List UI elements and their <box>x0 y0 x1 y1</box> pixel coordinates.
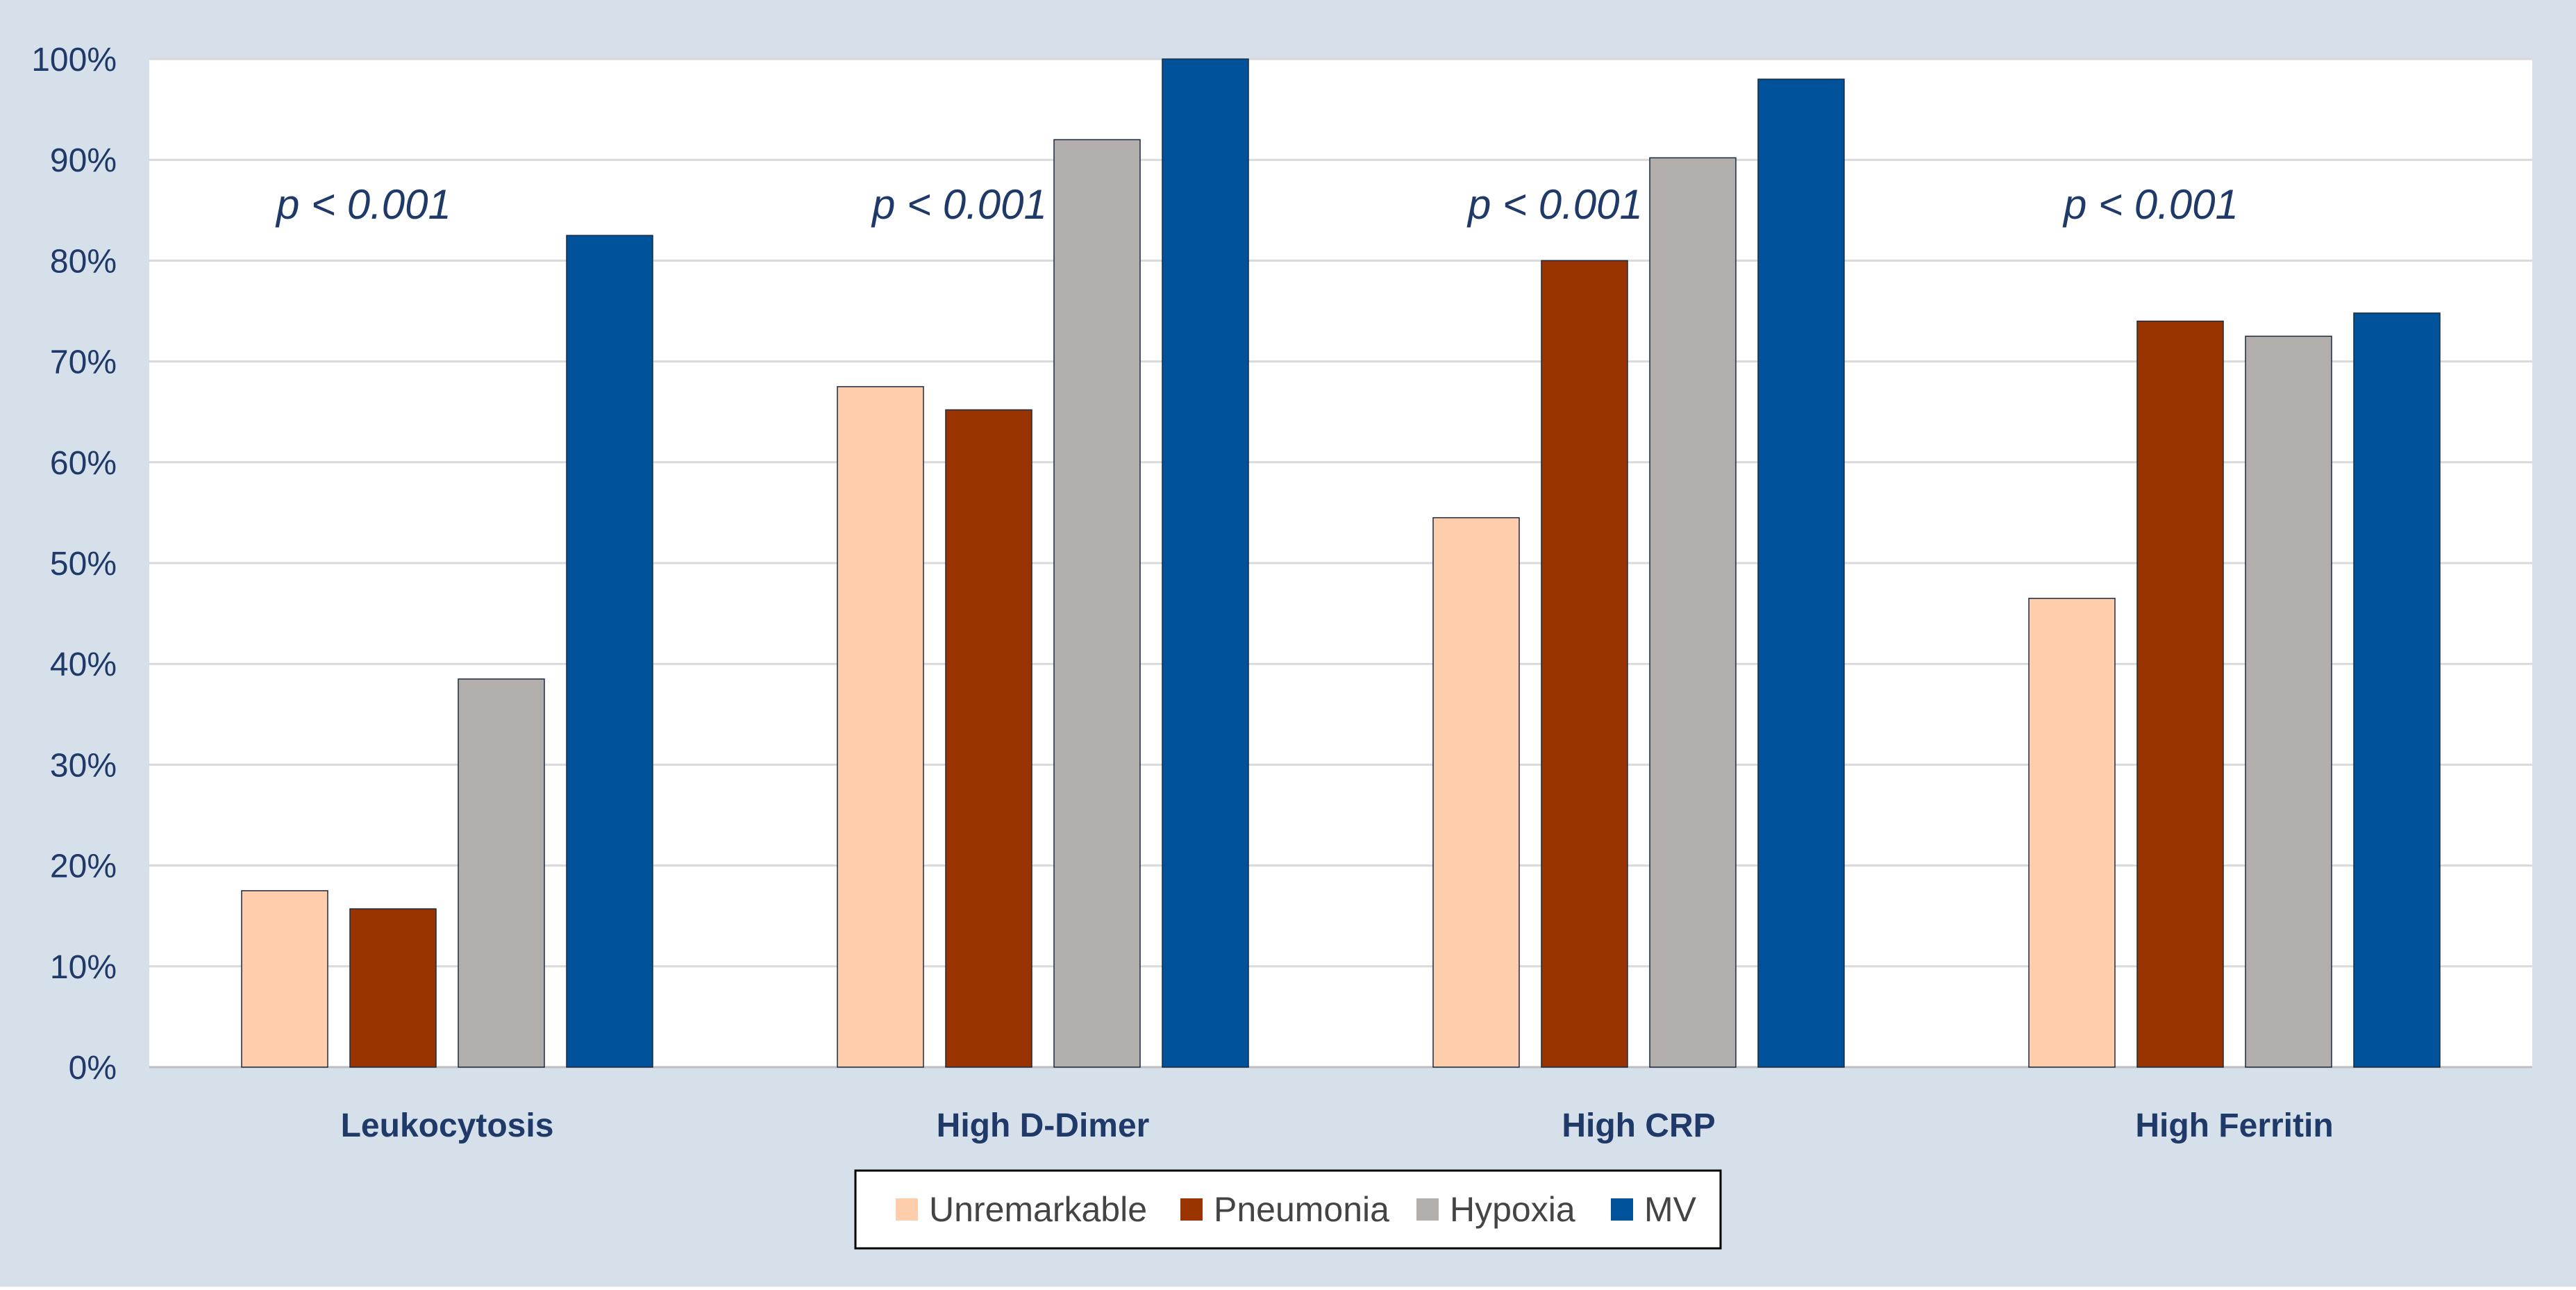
bar-unremarkable-leukocytosis <box>241 890 328 1068</box>
bar-unremarkable-high-ferritin <box>2028 598 2116 1068</box>
bar-mv-high-ferritin <box>2353 312 2441 1068</box>
category-label: High Ferritin <box>2135 1107 2333 1144</box>
legend-swatch-hypoxia <box>1416 1198 1439 1221</box>
p-value-annotations: p < 0.001 p < 0.001 p < 0.001 p < 0.001 <box>275 181 2239 228</box>
bars <box>241 58 2441 1068</box>
legend-label-pneumonia: Pneumonia <box>1214 1190 1389 1229</box>
legend-swatch-pneumonia <box>1180 1198 1203 1221</box>
bar-mv-high-d-dimer <box>1162 58 1249 1068</box>
p-value-annotation: p < 0.001 <box>275 181 451 228</box>
bar-unremarkable-high-crp <box>1432 517 1520 1068</box>
legend-label-unremarkable: Unremarkable <box>929 1190 1147 1229</box>
bar-pneumonia-leukocytosis <box>349 908 437 1068</box>
bar-hypoxia-high-ferritin <box>2245 335 2332 1068</box>
y-tick-label: 30% <box>50 747 117 784</box>
bar-mv-high-crp <box>1757 78 1845 1068</box>
legend-box <box>854 1169 1722 1250</box>
bar-hypoxia-leukocytosis <box>458 678 545 1068</box>
bar-pneumonia-high-crp <box>1541 260 1628 1068</box>
p-value-annotation: p < 0.001 <box>2062 181 2239 228</box>
category-label: High CRP <box>1562 1107 1715 1144</box>
gridlines <box>149 58 2532 1069</box>
y-tick-label: 50% <box>50 546 117 583</box>
p-value-annotation: p < 0.001 <box>1466 181 1643 228</box>
bar-pneumonia-high-d-dimer <box>945 409 1032 1068</box>
legend-label-mv: MV <box>1644 1190 1697 1229</box>
x-axis-categories: Leukocytosis High D-Dimer High CRP High Fer… <box>341 1107 2334 1144</box>
y-tick-label: 100% <box>31 42 117 78</box>
y-tick-label: 90% <box>50 142 117 179</box>
legend-swatch-mv <box>1611 1198 1633 1221</box>
legend-label-hypoxia: Hypoxia <box>1450 1190 1575 1229</box>
bar-mv-leukocytosis <box>566 235 653 1068</box>
bar-unremarkable-high-d-dimer <box>837 386 924 1068</box>
bar-hypoxia-high-d-dimer <box>1053 139 1141 1068</box>
y-tick-label: 80% <box>50 243 117 280</box>
y-tick-label: 0% <box>69 1050 117 1087</box>
bar-pneumonia-high-ferritin <box>2136 320 2224 1068</box>
legend: Unremarkable Pneumonia Hypoxia MV <box>854 1169 1722 1250</box>
p-value-annotation: p < 0.001 <box>871 181 1047 228</box>
y-tick-label: 70% <box>50 344 117 381</box>
y-tick-label: 40% <box>50 646 117 683</box>
legend-swatch-unremarkable <box>896 1198 918 1221</box>
y-axis-ticks: 0% 10% 20% 30% 40% 50% 60% 70% 80% 90% 100% <box>31 42 117 1087</box>
bar-hypoxia-high-crp <box>1649 157 1737 1068</box>
category-label: Leukocytosis <box>341 1107 554 1144</box>
category-label: High D-Dimer <box>937 1107 1150 1144</box>
y-tick-label: 10% <box>50 949 117 986</box>
y-tick-label: 60% <box>50 445 117 482</box>
y-tick-label: 20% <box>50 848 117 885</box>
